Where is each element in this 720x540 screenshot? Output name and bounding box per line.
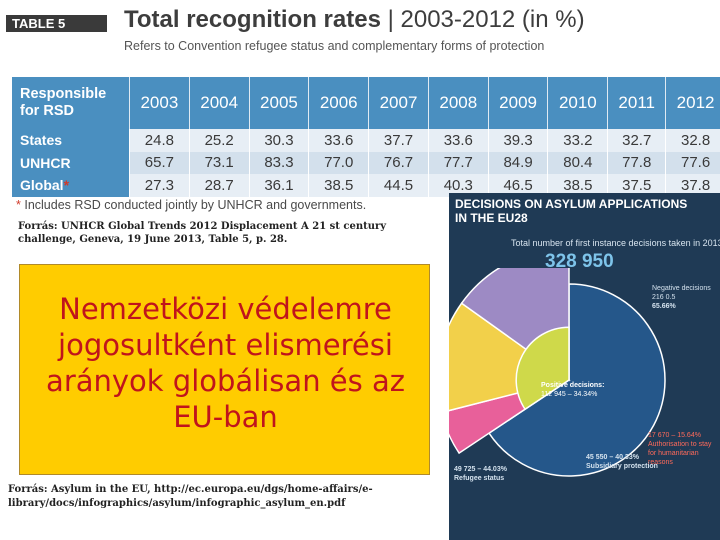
header-responsible: Responsible for RSD [12, 77, 130, 129]
table-cell: 77.8 [607, 151, 667, 174]
table-cell: 65.7 [129, 151, 190, 174]
asterisk-mark: * [63, 177, 70, 194]
table-row-states: States 24.8 25.2 30.3 33.6 37.7 33.6 39.… [12, 129, 720, 152]
highlight-title: Nemzetközi védelemre jogosultként elisme… [20, 291, 431, 435]
table-cell: 77.7 [428, 151, 489, 174]
table-cell: 76.7 [368, 151, 429, 174]
table-cell: 39.3 [488, 129, 549, 152]
table-cell: 40.3 [428, 174, 489, 197]
pie-slice-negative [488, 283, 666, 477]
table-cell: 77.6 [665, 151, 720, 174]
table-cell: 33.6 [308, 129, 370, 152]
row-label-text: Global [20, 177, 64, 194]
table-cell: 80.4 [547, 151, 609, 174]
infographic-header: DECISIONS ON ASYLUM APPLICATIONS IN THE … [455, 197, 687, 225]
header-year: 2012 [665, 77, 720, 129]
table-cell: 30.3 [249, 129, 310, 152]
table-title: Total recognition rates | 2003-2012 (in … [124, 6, 585, 34]
negative-pct: 65.66% [652, 303, 676, 310]
table-title-main: Total recognition rates [124, 6, 381, 33]
header-year: 2009 [488, 77, 549, 129]
header-year: 2008 [428, 77, 489, 129]
highlight-line: Nemzetközi védelemre [59, 292, 392, 326]
infographic-header-line: DECISIONS ON ASYLUM APPLICATIONS [455, 197, 688, 211]
table-cell: 73.1 [189, 151, 250, 174]
recognition-rates-table: Responsible for RSD 2003 2004 2005 2006 … [12, 77, 720, 197]
header-year: 2007 [368, 77, 429, 129]
table-cell: 37.5 [607, 174, 667, 197]
recognition-rates-table-figure: TABLE 5 Total recognition rates | 2003-2… [6, 6, 720, 220]
table-cell: 25.2 [189, 129, 250, 152]
row-label: States [12, 129, 130, 152]
header-year: 2011 [607, 77, 667, 129]
highlight-line: jogosultként elismerési [58, 328, 393, 362]
header-year: 2006 [308, 77, 370, 129]
footnote-text: Includes RSD conducted jointly by UNHCR … [20, 198, 367, 212]
table-cell: 44.5 [368, 174, 429, 197]
header-year: 2005 [249, 77, 310, 129]
subsidiary-value: 45 550 – 40.33% [586, 454, 639, 461]
asylum-decisions-infographic: DECISIONS ON ASYLUM APPLICATIONS IN THE … [449, 193, 720, 540]
refugee-label: 49 725 – 44.03% Refugee status [454, 465, 544, 483]
table-cell: 27.3 [129, 174, 190, 197]
header-year: 2010 [547, 77, 609, 129]
infographic-header-line: IN THE EU28 [455, 211, 528, 225]
table-cell: 28.7 [189, 174, 250, 197]
highlight-line: EU-ban [173, 400, 278, 434]
table-cell: 84.9 [488, 151, 549, 174]
table-cell: 38.5 [547, 174, 609, 197]
pie-slice-positive [515, 326, 570, 411]
negative-value: 216 0.5 [652, 294, 676, 301]
table-cell: 83.3 [249, 151, 310, 174]
table-footnote: * Includes RSD conducted jointly by UNHC… [16, 198, 366, 212]
table-row-global: Global* 27.3 28.7 36.1 38.5 44.5 40.3 46… [12, 174, 720, 197]
table-cell: 46.5 [488, 174, 549, 197]
footnote-asterisk: * [16, 198, 21, 212]
table-cell: 77.0 [308, 151, 370, 174]
positive-label: Positive decisions: [541, 382, 605, 389]
humanitarian-label: 17 670 – 15.64% Authorisation to stay fo… [648, 431, 718, 467]
negative-label: Negative decisions [652, 285, 711, 292]
table-subtitle: Refers to Convention refugee status and … [124, 39, 545, 53]
table-row-unhcr: UNHCR 65.7 73.1 83.3 77.0 76.7 77.7 84.9… [12, 151, 720, 174]
source-caption-eu: Forrás: Asylum in the EU, http://ec.euro… [8, 484, 373, 509]
table-tag: TABLE 5 [6, 15, 107, 32]
positive-decisions-label: Positive decisions: 112 945 – 34.34% [541, 381, 641, 399]
subsidiary-label: 45 550 – 40.33% Subsidiary protection [586, 453, 660, 471]
refugee-text: Refugee status [454, 475, 505, 482]
humanitarian-value: 17 670 – 15.64% [648, 432, 701, 439]
table-cell: 36.1 [249, 174, 310, 197]
decisions-pie [449, 268, 666, 477]
table-cell: 33.6 [428, 129, 489, 152]
table-cell: 37.8 [665, 174, 720, 197]
refugee-value: 49 725 – 44.03% [454, 466, 507, 473]
humanitarian-text: Authorisation to stay for humanitarian r… [648, 441, 712, 466]
highlight-line: arányok globálisan és az [46, 364, 405, 398]
positive-value: 112 945 – 34.34% [541, 391, 598, 398]
row-label: Global* [12, 174, 130, 197]
table-cell: 32.8 [665, 129, 720, 152]
row-label: UNHCR [12, 151, 130, 174]
table-cell: 33.2 [547, 129, 609, 152]
table-cell: 38.5 [308, 174, 370, 197]
source-caption-unhcr: Forrás: UNHCR Global Trends 2012 Displac… [18, 221, 387, 245]
header-year: 2004 [189, 77, 250, 129]
highlight-box: Nemzetközi védelemre jogosultként elisme… [19, 264, 430, 475]
header-year: 2003 [129, 77, 190, 129]
table-title-period: | 2003-2012 (in %) [380, 6, 585, 33]
infographic-total: 328 950 [545, 251, 614, 272]
table-header-row: Responsible for RSD 2003 2004 2005 2006 … [12, 77, 720, 129]
negative-decisions-label: Negative decisions 216 0.5 65.66% [652, 284, 714, 311]
table-cell: 32.7 [607, 129, 667, 152]
table-cell: 24.8 [129, 129, 190, 152]
table-cell: 37.7 [368, 129, 429, 152]
infographic-subtitle: Total number of first instance decisions… [511, 238, 720, 248]
subsidiary-text: Subsidiary protection [586, 463, 658, 470]
